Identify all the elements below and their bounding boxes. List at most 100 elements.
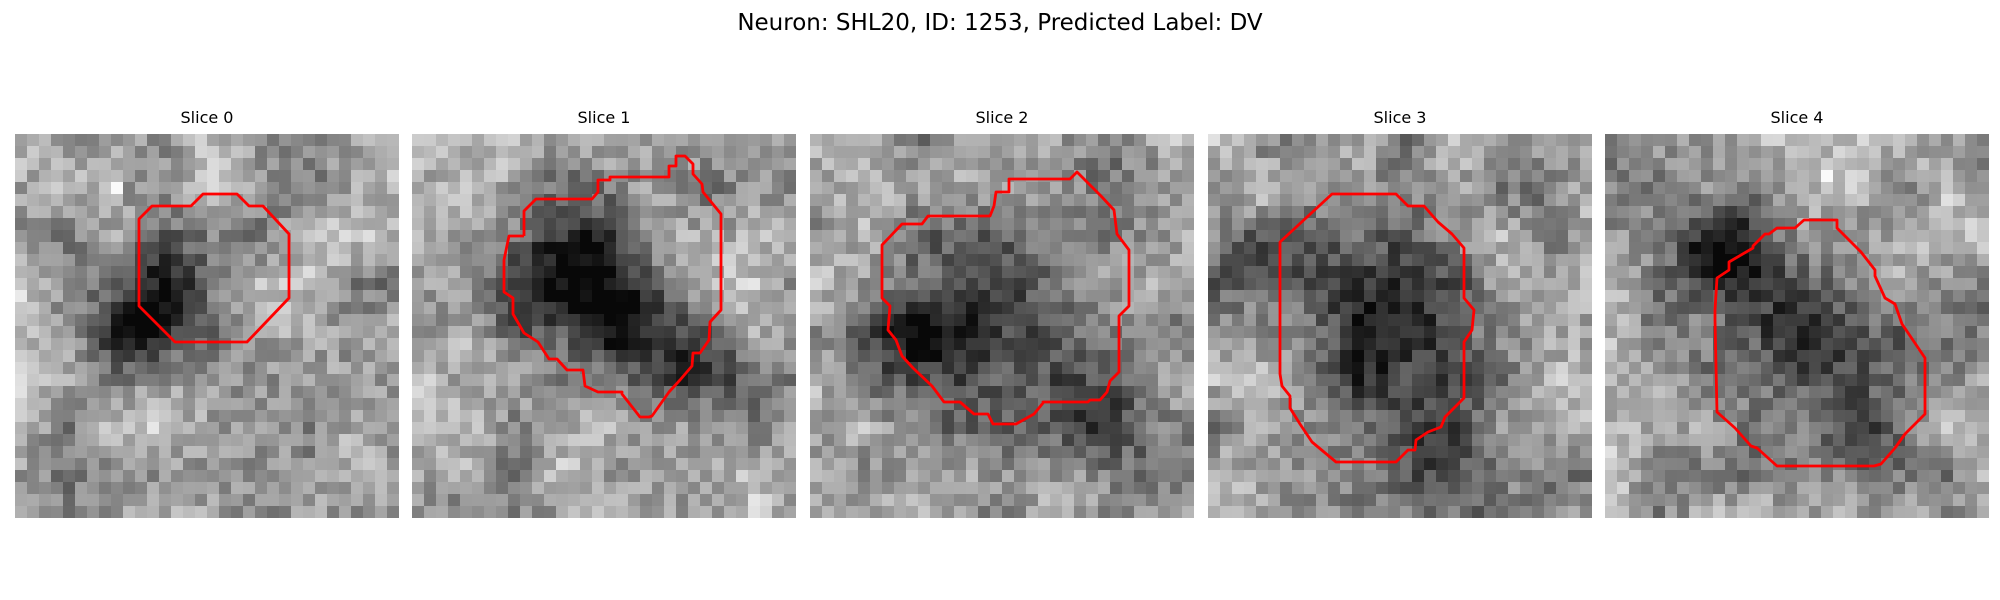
image-pixel [1785,446,1798,459]
image-pixel [918,506,931,518]
image-pixel [1352,350,1365,363]
image-pixel [1629,386,1642,399]
image-pixel [1376,206,1389,219]
image-pixel [1134,374,1147,387]
image-pixel [1448,362,1461,375]
image-pixel [111,170,124,183]
image-pixel [1749,410,1762,423]
image-pixel [520,194,533,207]
image-pixel [1328,278,1341,291]
image-pixel [1725,398,1738,411]
image-pixel [1086,374,1099,387]
image-pixel [75,422,88,435]
image-pixel [375,314,388,327]
image-pixel [315,434,328,447]
image-pixel [544,506,557,518]
image-pixel [291,290,304,303]
image-pixel [1086,446,1099,459]
image-pixel [580,218,593,231]
image-pixel [1821,410,1834,423]
image-pixel [111,302,124,315]
image-pixel [339,254,352,267]
image-pixel [1617,194,1630,207]
image-pixel [1182,194,1194,207]
image-pixel [39,218,52,231]
image-pixel [1701,362,1714,375]
image-pixel [1556,470,1569,483]
image-pixel [75,134,88,147]
image-pixel [412,470,425,483]
image-pixel [1761,326,1774,339]
image-pixel [1845,182,1858,195]
image-pixel [99,146,112,159]
image-pixel [1905,218,1918,231]
image-pixel [135,446,148,459]
image-pixel [748,470,761,483]
image-pixel [1797,206,1810,219]
image-pixel [1122,470,1135,483]
image-pixel [918,266,931,279]
image-pixel [27,422,40,435]
image-pixel [1244,254,1257,267]
image-pixel [135,422,148,435]
image-pixel [387,278,399,291]
image-pixel [1146,398,1159,411]
image-pixel [159,482,172,495]
image-pixel [1701,386,1714,399]
image-pixel [1629,206,1642,219]
image-pixel [339,350,352,363]
image-pixel [688,506,701,518]
image-pixel [291,470,304,483]
image-pixel [954,146,967,159]
image-pixel [652,266,665,279]
image-pixel [1364,278,1377,291]
image-pixel [291,446,304,459]
image-pixel [846,338,859,351]
image-pixel [1797,434,1810,447]
image-pixel [1580,458,1592,471]
image-pixel [1977,410,1989,423]
image-pixel [568,506,581,518]
image-pixel [978,326,991,339]
image-pixel [544,494,557,507]
image-pixel [279,410,292,423]
image-pixel [1677,446,1690,459]
image-pixel [1098,278,1111,291]
image-pixel [978,170,991,183]
image-pixel [1665,386,1678,399]
image-pixel [1292,254,1305,267]
image-pixel [303,362,316,375]
image-pixel [412,398,425,411]
image-pixel [1953,230,1966,243]
image-pixel [1617,230,1630,243]
image-pixel [303,374,316,387]
image-pixel [195,146,208,159]
image-pixel [1905,158,1918,171]
image-pixel [978,230,991,243]
image-pixel [700,290,713,303]
image-pixel [954,302,967,315]
image-pixel [1941,146,1954,159]
image-pixel [1580,386,1592,399]
image-pixel [1821,134,1834,147]
image-pixel [63,230,76,243]
image-pixel [195,206,208,219]
image-pixel [1508,158,1521,171]
image-pixel [1785,374,1798,387]
image-pixel [1941,398,1954,411]
image-pixel [1256,350,1269,363]
image-pixel [1316,182,1329,195]
image-pixel [604,230,617,243]
image-pixel [87,386,100,399]
image-pixel [1158,482,1171,495]
image-pixel [1146,338,1159,351]
image-pixel [858,398,871,411]
image-pixel [1208,314,1221,327]
image-pixel [1737,146,1750,159]
image-pixel [484,266,497,279]
image-pixel [99,338,112,351]
image-pixel [1520,326,1533,339]
image-pixel [1268,362,1281,375]
image-pixel [1208,158,1221,171]
image-pixel [99,278,112,291]
